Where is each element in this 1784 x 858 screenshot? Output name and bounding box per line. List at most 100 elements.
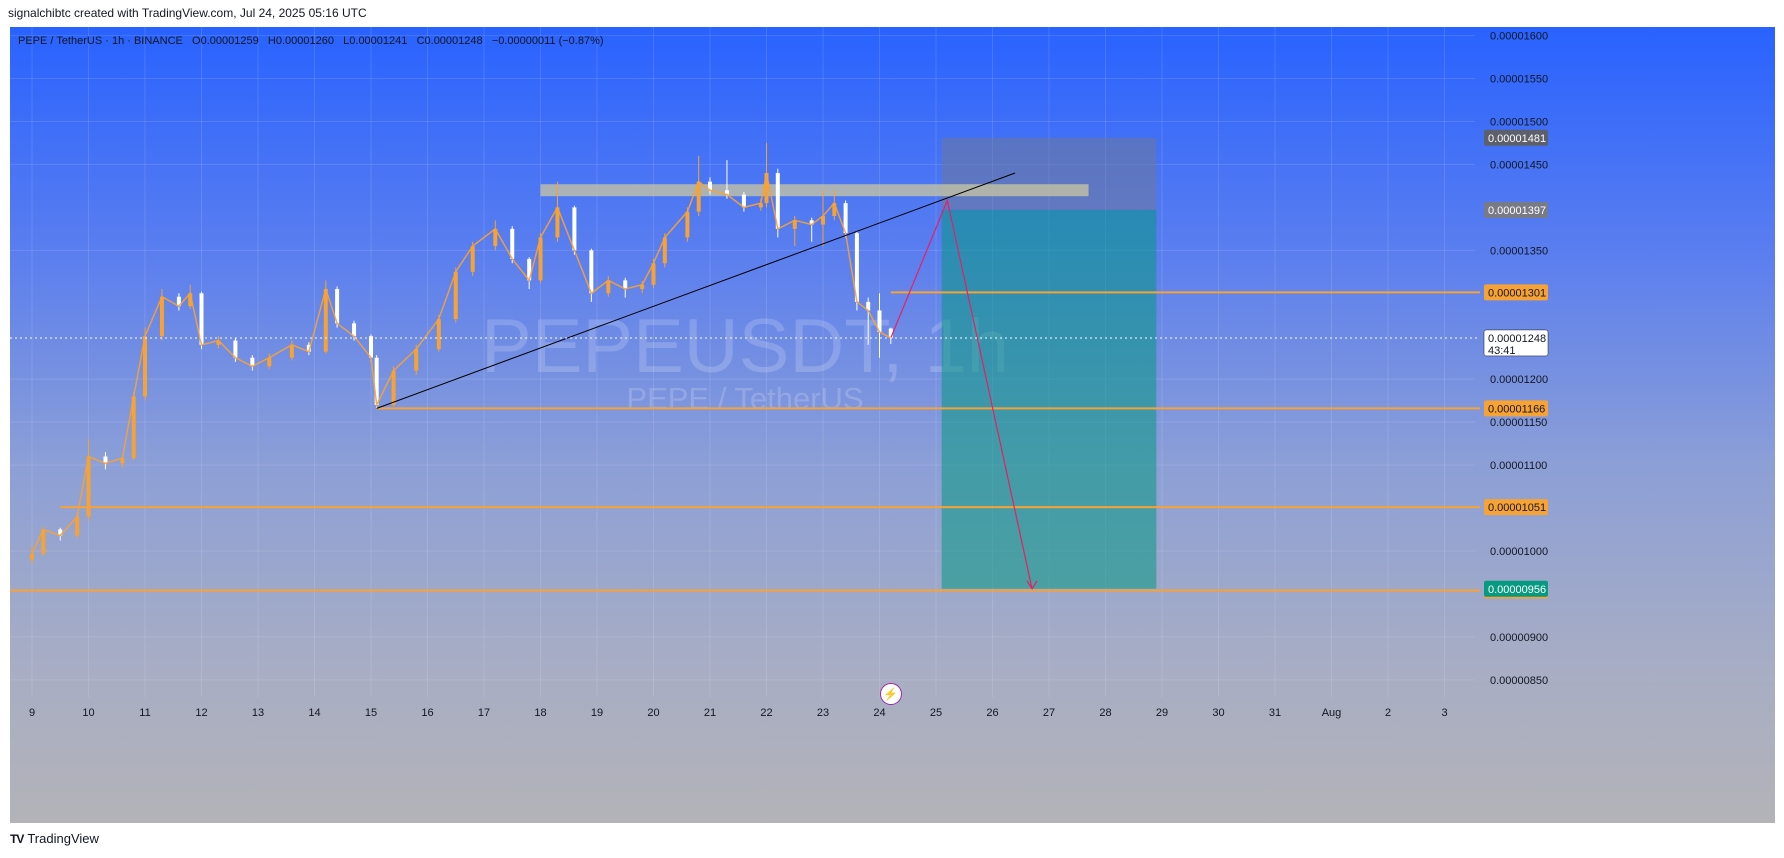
price-tick-label: 0.00001200 [1490,374,1548,386]
close-path-line [31,172,892,554]
candle-body [176,296,181,307]
price-tick-label: 0.00001150 [1490,417,1547,429]
price-tick-label: 0.00000850 [1490,675,1548,687]
high-value: 0.00001260 [275,35,334,47]
resistance-zone-rect [540,184,1089,197]
candle-body [832,203,837,216]
candle-body [538,237,543,281]
candle-body [86,456,91,517]
time-tick-label: Aug [1322,707,1342,719]
candle-body [414,349,419,371]
candle-body [589,250,594,294]
level-price-tag-bg [1484,400,1548,417]
candle-body [510,228,515,259]
time-tick-label: 13 [252,707,264,719]
time-tick-label: 25 [930,707,942,719]
resistance-zone [540,184,1089,197]
candle-body [453,271,458,320]
level-price-tag-bg [1484,284,1548,301]
price-tick-label: 0.00001450 [1490,159,1548,171]
candle-body [758,203,763,208]
stop-price-tag-bg [1484,129,1548,146]
time-tick-label: 2 [1385,707,1391,719]
candle-body [685,211,690,238]
price-axis: 0.00001600 0.00001550 0.00001500 0.00001450… [1483,31,1549,687]
candle-body [352,323,357,337]
stop-loss-zone [941,137,1157,210]
candle-body [662,237,667,264]
candle-body [374,357,379,405]
price-tick-label: 0.00001350 [1490,245,1548,257]
candle-body [764,173,769,204]
candle-body [527,258,532,281]
stop-price-tag: 0.00001481 [1488,133,1546,145]
time-tick-label: 3 [1441,707,1447,719]
last-price-tag-bg [1483,329,1549,357]
level-price-tag: 0.00001051 [1488,502,1546,514]
symbol-name[interactable]: PEPE / TetherUS · 1h · BINANCE [18,35,183,47]
tradingview-logo-icon: TV [10,831,24,846]
level-price-tag: 0.00001301 [1488,287,1546,299]
footer-brand[interactable]: TV TradingView [10,831,99,846]
price-tick-label: 0.00000900 [1490,632,1548,644]
time-tick-label: 28 [1099,707,1111,719]
price-tick-label: 0.00001000 [1490,546,1548,558]
candle-body [493,228,498,247]
countdown-tag: 43:41 [1488,345,1516,357]
candle-body [775,173,780,229]
watermark-subtitle: PEPE / TetherUS [626,381,863,416]
time-tick-label: 26 [986,707,998,719]
price-tick-label: 0.00001600 [1490,31,1548,43]
price-tick-label: 0.00001550 [1490,74,1548,86]
change-value: −0.00000011 (−0.87%) [491,35,604,47]
candle-body [391,370,396,405]
watermark-title: PEPEUSDT, 1h [481,304,1009,389]
time-tick-label: 16 [421,707,433,719]
candle-body [792,220,797,229]
lightning-icon[interactable]: ⚡ [879,683,902,705]
time-tick-label: 31 [1269,707,1281,719]
time-tick-label: 30 [1212,707,1224,719]
candle-body [809,220,814,225]
candle-body [267,357,272,367]
candle-body [335,288,340,324]
candle-body [651,263,656,285]
candle-body [58,529,63,536]
price-tick-label: 0.00001100 [1490,460,1547,472]
time-tick-label: 10 [82,707,94,719]
take-profit-zone [941,209,1157,589]
candle-body [572,207,577,251]
candle-body [188,293,193,307]
candle-body [143,336,147,397]
time-tick-label: 23 [817,707,829,719]
symbol-legend[interactable]: PEPE / TetherUS · 1h · BINANCE O 0.000012… [18,35,604,47]
credit-header: signalchibtc created with TradingView.co… [8,6,367,20]
time-tick-label: 27 [1043,707,1055,719]
candle-body [888,328,893,338]
projection-arrowhead [1026,580,1038,590]
time-tick-label: 9 [29,707,35,719]
time-tick-label: 12 [195,707,207,719]
time-tick-label: 29 [1156,707,1168,719]
high-label: H [267,35,276,47]
candle-body [696,181,701,212]
brand-name: TradingView [27,831,99,846]
candle-body [250,357,255,367]
time-axis-bg [10,697,1775,823]
price-tick-label: 0.00001500 [1490,116,1548,128]
open-label: O [192,35,201,47]
chart-frame[interactable]: PEPEUSDT, 1h PEPE / TetherUS 0.00001600 0… [10,27,1775,823]
trendline [376,172,1016,409]
time-tick-label: 19 [591,707,603,719]
candle-body [555,207,560,238]
candle-body [131,396,136,459]
candle-body [41,529,46,554]
candle-body [708,181,712,191]
candle-body [821,215,825,225]
price-chart[interactable]: PEPEUSDT, 1h PEPE / TetherUS 0.000016000… [10,27,1775,823]
candle-body [306,344,311,352]
candle-body [323,288,328,352]
watermark: PEPEUSDT, 1h PEPE / TetherUS [481,304,1009,416]
drawings [10,172,1480,590]
time-tick-label: 14 [308,707,320,719]
